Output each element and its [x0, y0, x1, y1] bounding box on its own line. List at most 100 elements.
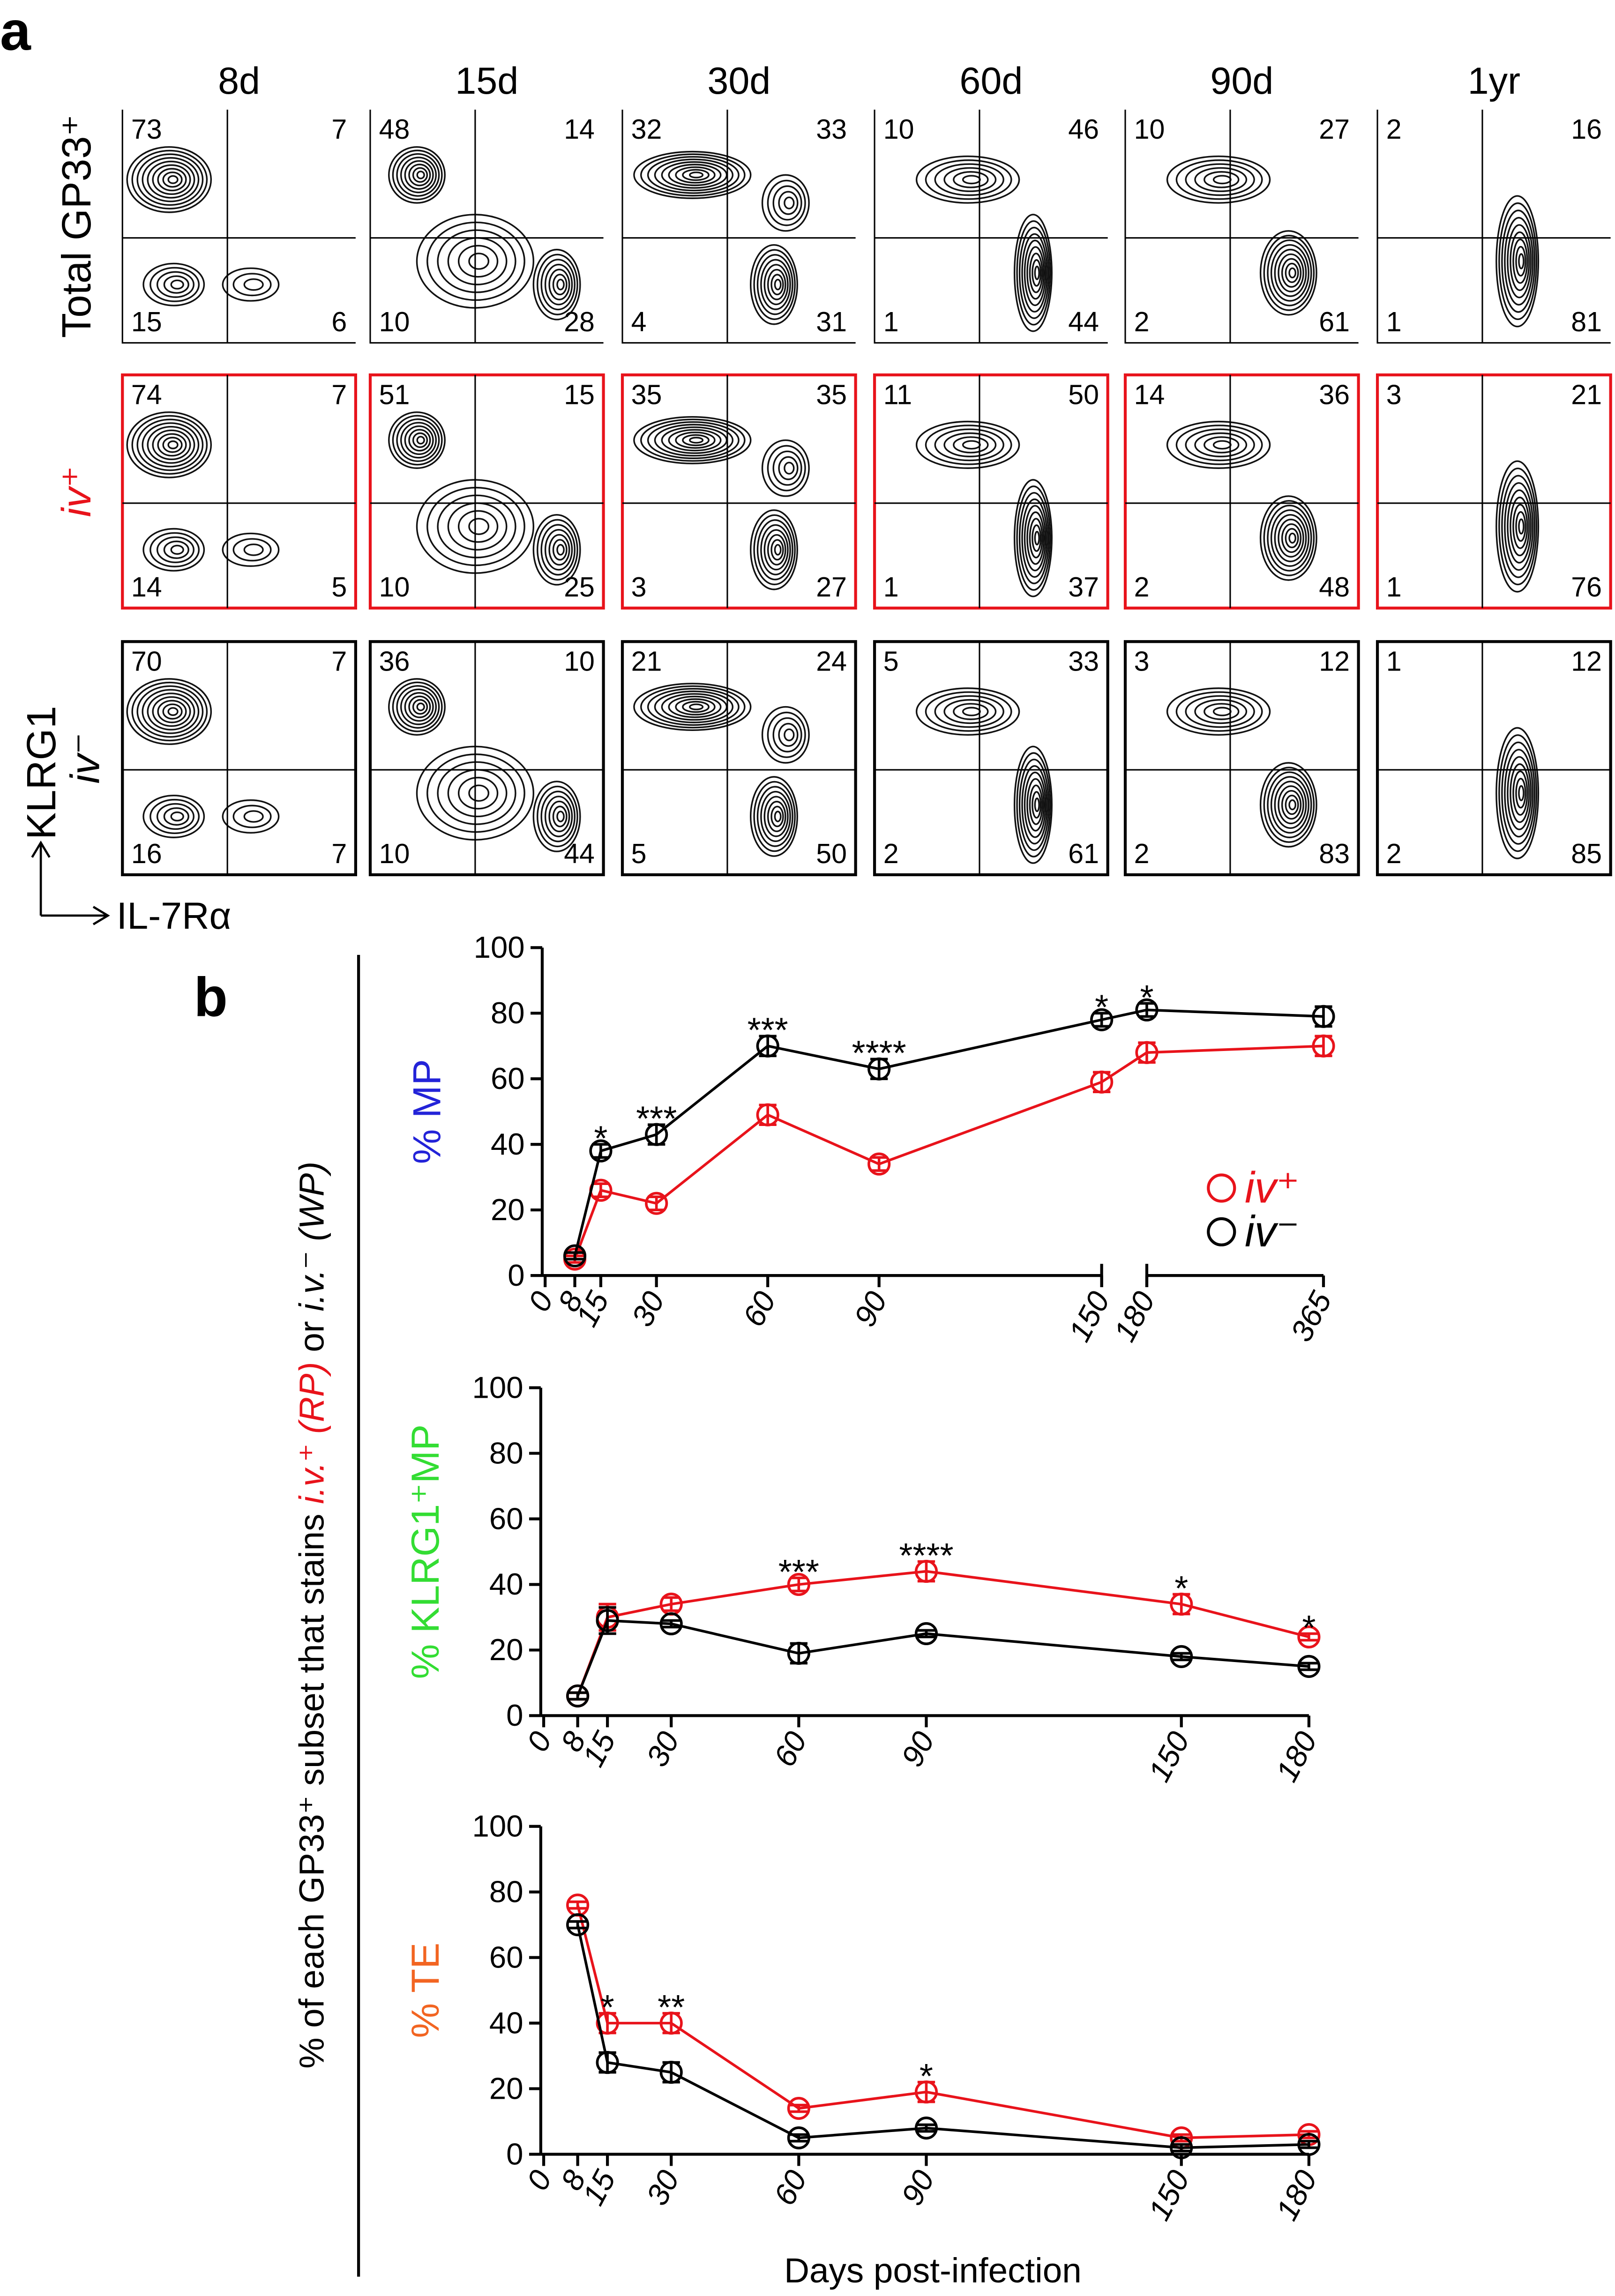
quadrant-percent: 33: [816, 114, 847, 145]
contour: [544, 529, 573, 571]
flow-panel: 1 12 2 85: [1376, 640, 1612, 876]
row-label: iv⁻: [62, 733, 108, 784]
contour: [1259, 495, 1317, 581]
quadrant-percent: 28: [564, 306, 595, 337]
quadrant-percent: 36: [1319, 379, 1350, 410]
contour: [412, 167, 428, 183]
contour: [640, 418, 746, 462]
x-tick-label: 30: [625, 1286, 671, 1332]
contour: [392, 681, 443, 732]
contour: [640, 153, 746, 197]
quadrant-percent: 61: [1068, 838, 1099, 869]
y-tick-label: 60: [491, 1061, 525, 1096]
contour: [457, 776, 499, 810]
data-point: [596, 1609, 619, 1633]
flow-panel: 3 12 2 83: [1123, 640, 1360, 876]
contour: [784, 728, 795, 741]
quadrant-percent: 76: [1571, 572, 1602, 603]
contour: [150, 532, 200, 567]
contour: [412, 699, 428, 715]
contour: [640, 685, 746, 729]
legend-marker: [1207, 1217, 1236, 1246]
contour: [1285, 794, 1299, 815]
contour: [222, 799, 280, 834]
contour: [668, 695, 722, 718]
quadrant-percent: 37: [1068, 572, 1099, 603]
y-tick-label: 20: [489, 1633, 523, 1667]
data-point: [596, 2012, 619, 2035]
error-bar: [566, 1251, 584, 1260]
contour: [1018, 226, 1050, 319]
contour: [767, 534, 786, 566]
panel-frame: [1376, 640, 1612, 876]
y-axis-label: KLRG1: [19, 706, 64, 840]
y-tick-label: 0: [506, 2137, 523, 2171]
contour: [953, 436, 989, 454]
contour: [152, 429, 191, 461]
contour: [934, 428, 1004, 462]
contour: [772, 717, 802, 753]
contour: [1281, 523, 1302, 553]
contour: [404, 160, 434, 190]
contour: [152, 164, 191, 195]
quadrant-percent: 10: [883, 114, 914, 145]
contour: [1285, 528, 1299, 549]
quadrant-percent: 14: [1134, 379, 1165, 410]
flow-panel: 36 10 10 44: [368, 640, 605, 876]
x-axis-label: Days post-infection: [784, 2251, 1082, 2290]
flow-panel: 2 16 1 81: [1376, 110, 1611, 344]
x-tick-label: 180: [1269, 2165, 1323, 2226]
quadrant-percent: 85: [1571, 838, 1602, 869]
contour: [170, 279, 184, 290]
quadrant-percent: 1: [883, 572, 899, 603]
panel-frame: [1123, 640, 1360, 876]
x-tick-label: 150: [1062, 1286, 1116, 1347]
contour: [1504, 482, 1534, 571]
significance: *: [601, 1987, 614, 2027]
contour: [162, 171, 183, 188]
contour: [682, 701, 710, 713]
contour: [404, 692, 434, 722]
quadrant-percent: 1: [883, 306, 899, 337]
contour: [468, 518, 490, 535]
contour: [1515, 246, 1526, 277]
contour: [437, 494, 516, 559]
contour: [532, 248, 581, 321]
contour: [778, 191, 799, 215]
data-point: [756, 1034, 779, 1058]
quadrant-percent: 2: [1134, 572, 1150, 603]
quadrant-percent: 35: [816, 379, 847, 410]
contour: [1498, 467, 1538, 586]
contour: [774, 544, 782, 556]
legend-label: iv⁺: [1245, 1163, 1300, 1212]
contour: [388, 411, 446, 469]
data-point: [1170, 1645, 1193, 1668]
contour: [416, 436, 425, 445]
contour: [232, 273, 272, 297]
panel-frame: [621, 640, 857, 876]
data-point: [1135, 1041, 1159, 1064]
contour: [552, 805, 568, 827]
contour: [396, 153, 440, 197]
quadrant-percent: 36: [379, 646, 410, 677]
contour: [767, 179, 806, 226]
contour: [778, 723, 799, 747]
data-point: [867, 1152, 891, 1176]
contour: [1204, 171, 1240, 188]
contour: [548, 268, 570, 300]
quadrant-percent: 73: [131, 114, 162, 145]
error-bar: [870, 1156, 888, 1172]
panel-axes: [1376, 110, 1611, 344]
contour: [1518, 518, 1525, 535]
error-bar: [1300, 2139, 1318, 2149]
contour: [243, 278, 264, 291]
contour: [1032, 791, 1042, 819]
quadrant-percent: 1: [1386, 572, 1402, 603]
contour: [152, 696, 191, 727]
contour: [1204, 703, 1240, 720]
contour: [763, 264, 789, 306]
contour: [131, 415, 208, 475]
contour: [654, 690, 734, 723]
contour: [756, 519, 793, 581]
y-tick-label: 40: [489, 1567, 523, 1601]
